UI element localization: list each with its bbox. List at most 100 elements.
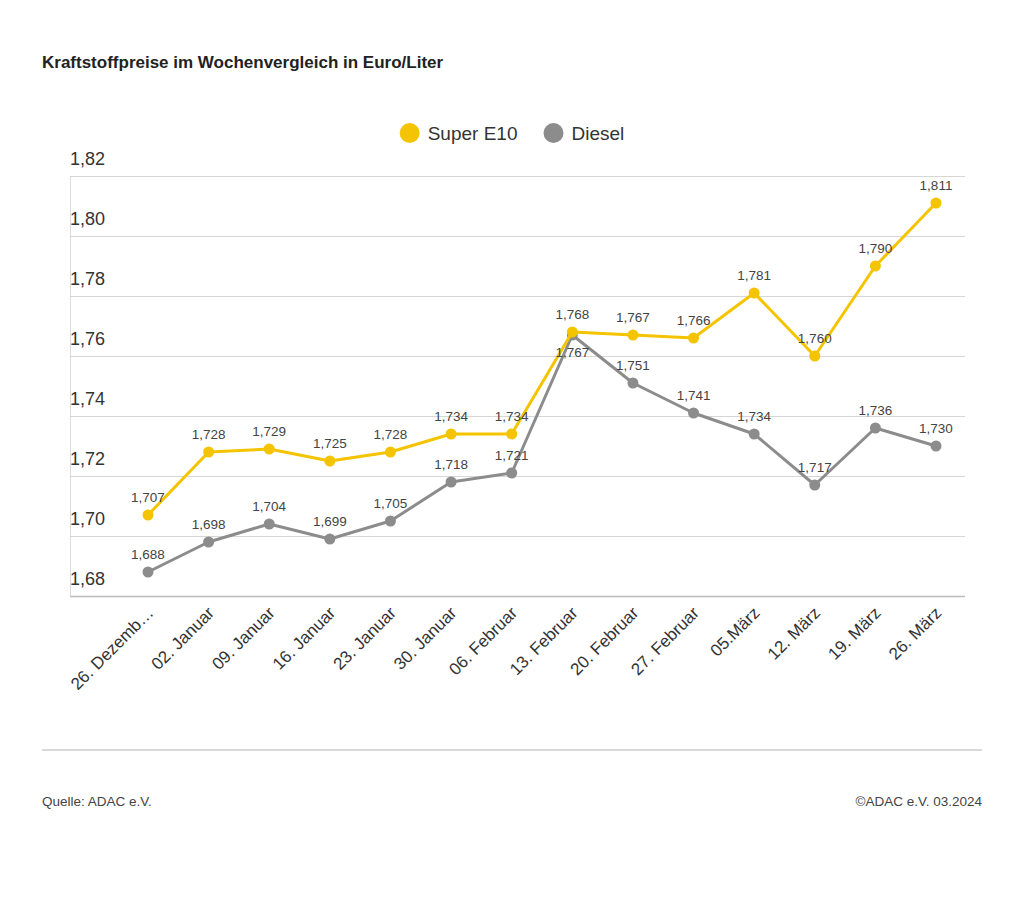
- data-label: 1,768: [555, 307, 589, 322]
- data-label: 1,725: [313, 436, 347, 451]
- x-tick-label: 26. März: [885, 603, 945, 663]
- legend-marker: [400, 123, 420, 143]
- data-point: [749, 429, 760, 440]
- data-label: 1,734: [495, 409, 529, 424]
- data-label: 1,760: [798, 331, 832, 346]
- y-axis: 1,68 1,70 1,72 1,74 1,76 1,78 1,80 1,82: [70, 149, 965, 597]
- data-label: 1,699: [313, 514, 347, 529]
- x-tick: 05.März: [707, 603, 764, 660]
- grid-line: [70, 476, 965, 477]
- series-line: [148, 203, 936, 515]
- data-point: [870, 261, 881, 272]
- data-point: [446, 429, 457, 440]
- y-tick-label: 1,70: [70, 509, 105, 529]
- data-label: 1,766: [677, 313, 711, 328]
- data-label: 1,730: [919, 421, 953, 436]
- grid-line: [70, 236, 965, 237]
- y-tick: 1,82: [70, 149, 965, 177]
- data-label: 1,734: [434, 409, 468, 424]
- data-label: 1,790: [858, 241, 892, 256]
- plot-area: [143, 198, 942, 578]
- data-point: [385, 447, 396, 458]
- x-tick-label: 23. Januar: [330, 603, 400, 673]
- x-axis-line: [149, 596, 937, 597]
- data-label: 1,729: [252, 424, 286, 439]
- footer-rule: [42, 749, 982, 751]
- x-tick-label: 27. Februar: [627, 603, 703, 679]
- data-point: [264, 444, 275, 455]
- data-label: 1,705: [374, 496, 408, 511]
- x-tick-label: 26. Dezemb…: [67, 603, 157, 693]
- data-point: [749, 288, 760, 299]
- data-point: [506, 468, 517, 479]
- data-point: [506, 429, 517, 440]
- data-label: 1,717: [798, 460, 832, 475]
- data-label: 1,707: [131, 490, 165, 505]
- data-label: 1,781: [737, 268, 771, 283]
- data-point: [567, 327, 578, 338]
- x-tick: 19. März: [825, 603, 885, 663]
- y-tick-label: 1,74: [70, 389, 105, 409]
- data-label: 1,698: [192, 517, 226, 532]
- grid-line: [70, 356, 965, 357]
- y-tick-label: 1,72: [70, 449, 105, 469]
- data-label: 1,704: [252, 499, 286, 514]
- grid-line: [70, 176, 965, 177]
- data-point: [688, 333, 699, 344]
- data-point: [203, 537, 214, 548]
- data-label: 1,734: [737, 409, 771, 424]
- data-point: [809, 480, 820, 491]
- y-axis-line: [70, 177, 71, 597]
- y-tick: 1,76: [70, 329, 965, 357]
- data-point: [324, 534, 335, 545]
- legend-item: Super E10: [400, 123, 518, 144]
- y-tick: 1,70: [70, 509, 965, 537]
- y-tick: 1,78: [70, 269, 965, 297]
- grid-line: [70, 596, 965, 598]
- data-label: 1,811: [920, 178, 953, 193]
- y-tick: 1,68: [70, 569, 965, 597]
- data-label: 1,728: [192, 427, 226, 442]
- legend-label: Diesel: [571, 123, 624, 144]
- data-label: 1,728: [374, 427, 408, 442]
- source-note: Quelle: ADAC e.V.: [42, 794, 152, 809]
- data-point: [143, 510, 154, 521]
- x-tick-label: 16. Januar: [269, 603, 339, 673]
- data-point: [627, 330, 638, 341]
- legend-item: Diesel: [543, 123, 624, 144]
- chart-svg: Kraftstoffpreise im Wochenvergleich in E…: [0, 0, 1024, 898]
- data-label: 1,736: [858, 403, 892, 418]
- data-point: [324, 456, 335, 467]
- series-line: [148, 335, 936, 572]
- data-point: [446, 477, 457, 488]
- data-point: [809, 351, 820, 362]
- x-axis: 26. Dezemb…02. Januar09. Januar16. Janua…: [67, 597, 945, 694]
- x-tick-label: 02. Januar: [148, 603, 218, 673]
- x-tick: 26. März: [885, 603, 945, 663]
- data-point: [931, 441, 942, 452]
- grid-line: [70, 296, 965, 297]
- data-label: 1,741: [677, 388, 711, 403]
- data-label: 1,767: [616, 310, 650, 325]
- data-point: [203, 447, 214, 458]
- copyright-note: ©ADAC e.V. 03.2024: [855, 794, 982, 809]
- x-tick: 16. Januar: [269, 603, 339, 673]
- data-label: 1,718: [434, 457, 468, 472]
- data-labels: 1,707 1,728 1,729 1,725 1,728 1,734 1,734 1,768…: [131, 178, 953, 562]
- y-tick-label: 1,80: [70, 209, 105, 229]
- x-tick-label: 09. Januar: [208, 603, 278, 673]
- x-tick-label: 05.März: [707, 603, 764, 660]
- y-tick-label: 1,76: [70, 329, 105, 349]
- x-tick-label: 19. März: [825, 603, 885, 663]
- legend-label: Super E10: [428, 123, 518, 144]
- data-point: [870, 423, 881, 434]
- x-tick: 23. Januar: [330, 603, 400, 673]
- x-tick: 02. Januar: [148, 603, 218, 673]
- grid-line: [70, 536, 965, 537]
- data-point: [688, 408, 699, 419]
- chart-title: Kraftstoffpreise im Wochenvergleich in E…: [42, 53, 444, 72]
- data-label: 1,751: [616, 358, 650, 373]
- data-label: 1,767: [555, 345, 589, 360]
- data-point: [264, 519, 275, 530]
- y-tick-label: 1,68: [70, 569, 105, 589]
